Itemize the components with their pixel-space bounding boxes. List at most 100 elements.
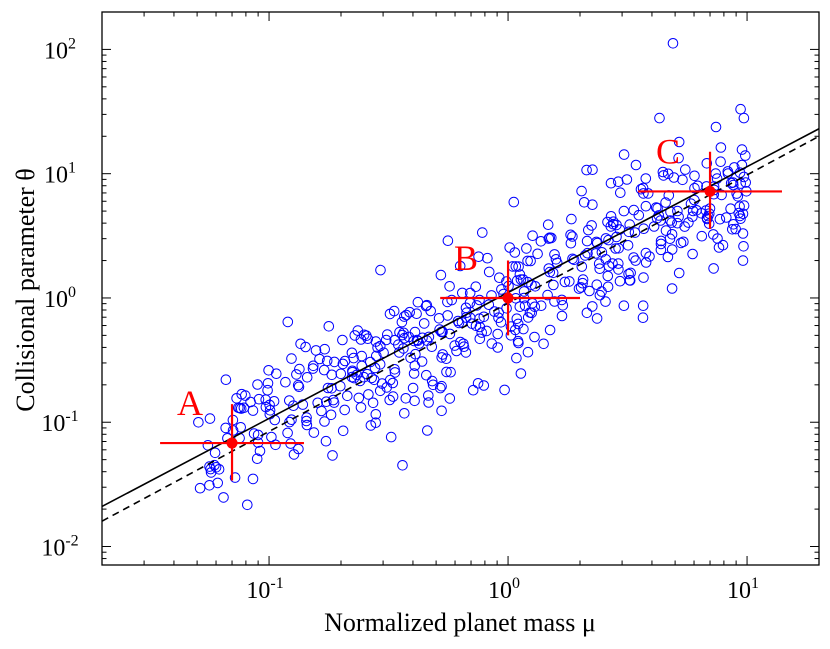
data-point [282,427,293,439]
data-point [476,327,488,338]
data-point [625,267,636,279]
data-point [301,412,312,423]
data-point [409,360,421,372]
data-point [565,229,576,241]
data-point [576,261,588,272]
data-point [320,435,332,447]
marker-point [704,185,716,197]
data-point [247,473,259,485]
data-point [307,363,319,374]
data-point [680,164,691,175]
data-point [385,431,397,443]
data-point [556,294,568,306]
data-point [489,306,500,317]
data-point [445,366,456,378]
data-point [511,275,523,286]
data-point [513,261,524,272]
data-point [640,200,652,212]
data-point [346,347,358,359]
data-point [638,188,649,199]
data-point [587,164,598,175]
data-point [577,277,588,289]
data-point [254,445,266,457]
y-tick-label: 10-2 [41,533,78,562]
data-point [423,397,434,408]
data-point [384,394,396,406]
data-point [535,300,547,312]
data-point [474,333,486,345]
data-point [501,276,512,287]
data-point [460,347,472,358]
data-point [522,346,534,358]
marker-point [502,292,514,304]
data-point [477,227,488,238]
data-point [218,492,229,503]
data-point [519,300,531,312]
data-point [514,301,526,313]
data-point [738,112,750,124]
data-point [667,38,679,49]
marker-label: A [177,383,203,423]
marker-label: B [454,238,478,278]
data-point [525,255,536,267]
data-point [576,185,587,197]
data-point [355,334,367,345]
data-point [532,248,543,260]
data-point [581,307,593,319]
data-point [638,272,649,283]
data-point [633,209,645,221]
data-point [715,142,727,153]
data-point [658,170,669,181]
data-point [231,393,242,404]
data-point [401,309,412,321]
data-point [509,247,521,258]
data-point [322,382,334,394]
data-point [435,269,447,281]
data-point [316,405,327,417]
data-point [642,188,654,199]
data-point [655,244,667,256]
data-point [348,352,359,364]
data-point [735,103,746,115]
data-point [687,205,699,217]
data-point [613,258,624,269]
data-point [529,331,540,343]
data-point [618,149,630,160]
data-point [292,379,304,391]
data-point [471,300,483,311]
data-point [375,264,386,276]
data-point [549,249,560,260]
data-point [696,230,708,242]
data-point [446,294,458,306]
data-point [204,413,216,424]
data-point [505,321,517,332]
data-point [321,396,332,408]
data-point [600,296,611,307]
data-point [602,281,614,293]
data-point [337,358,349,370]
data-point [542,289,553,301]
data-point [679,221,691,232]
data-point [522,255,533,267]
data-point [329,356,340,368]
data-point [407,382,419,394]
data-point [710,121,722,133]
data-point [347,365,358,377]
data-point [282,316,294,328]
data-point [621,174,633,185]
data-point [434,324,445,335]
data-point [286,353,297,364]
data-point [603,260,615,272]
data-point [271,368,282,380]
data-point [337,425,349,437]
data-point [494,272,505,284]
data-point [538,338,549,350]
data-point [361,330,372,342]
data-point [666,283,678,294]
data-point [672,217,683,229]
data-point [728,219,739,230]
data-point [628,252,639,263]
data-point [437,349,449,360]
data-point [655,235,667,247]
data-point [478,380,490,391]
